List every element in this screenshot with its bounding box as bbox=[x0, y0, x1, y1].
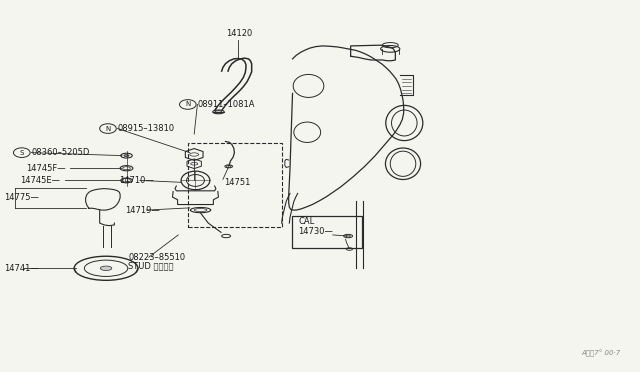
Text: 14745E—: 14745E— bbox=[20, 176, 60, 185]
Text: 14745F—: 14745F— bbox=[26, 164, 66, 173]
Text: 14751: 14751 bbox=[224, 178, 251, 187]
Ellipse shape bbox=[124, 154, 129, 157]
Text: 14710—: 14710— bbox=[119, 176, 154, 185]
Text: 08911–1081A: 08911–1081A bbox=[197, 100, 255, 109]
Text: S: S bbox=[20, 150, 24, 155]
Text: N: N bbox=[106, 126, 111, 132]
Text: 14719—: 14719— bbox=[125, 206, 160, 215]
Text: 08915–13810: 08915–13810 bbox=[118, 124, 175, 133]
Text: CAL: CAL bbox=[298, 218, 314, 227]
Ellipse shape bbox=[100, 266, 112, 270]
Text: N: N bbox=[185, 102, 191, 108]
Text: 14775—: 14775— bbox=[4, 193, 39, 202]
Text: 08360–5205D: 08360–5205D bbox=[31, 148, 90, 157]
Text: 14741—: 14741— bbox=[4, 264, 38, 273]
Text: A・ぇ7° 00·7: A・ぇ7° 00·7 bbox=[581, 350, 620, 357]
Text: STUD スタッド: STUD スタッド bbox=[129, 261, 174, 270]
Text: 14120: 14120 bbox=[226, 29, 252, 38]
Text: 08223–85510: 08223–85510 bbox=[129, 253, 186, 262]
Text: 14730—: 14730— bbox=[298, 227, 333, 236]
